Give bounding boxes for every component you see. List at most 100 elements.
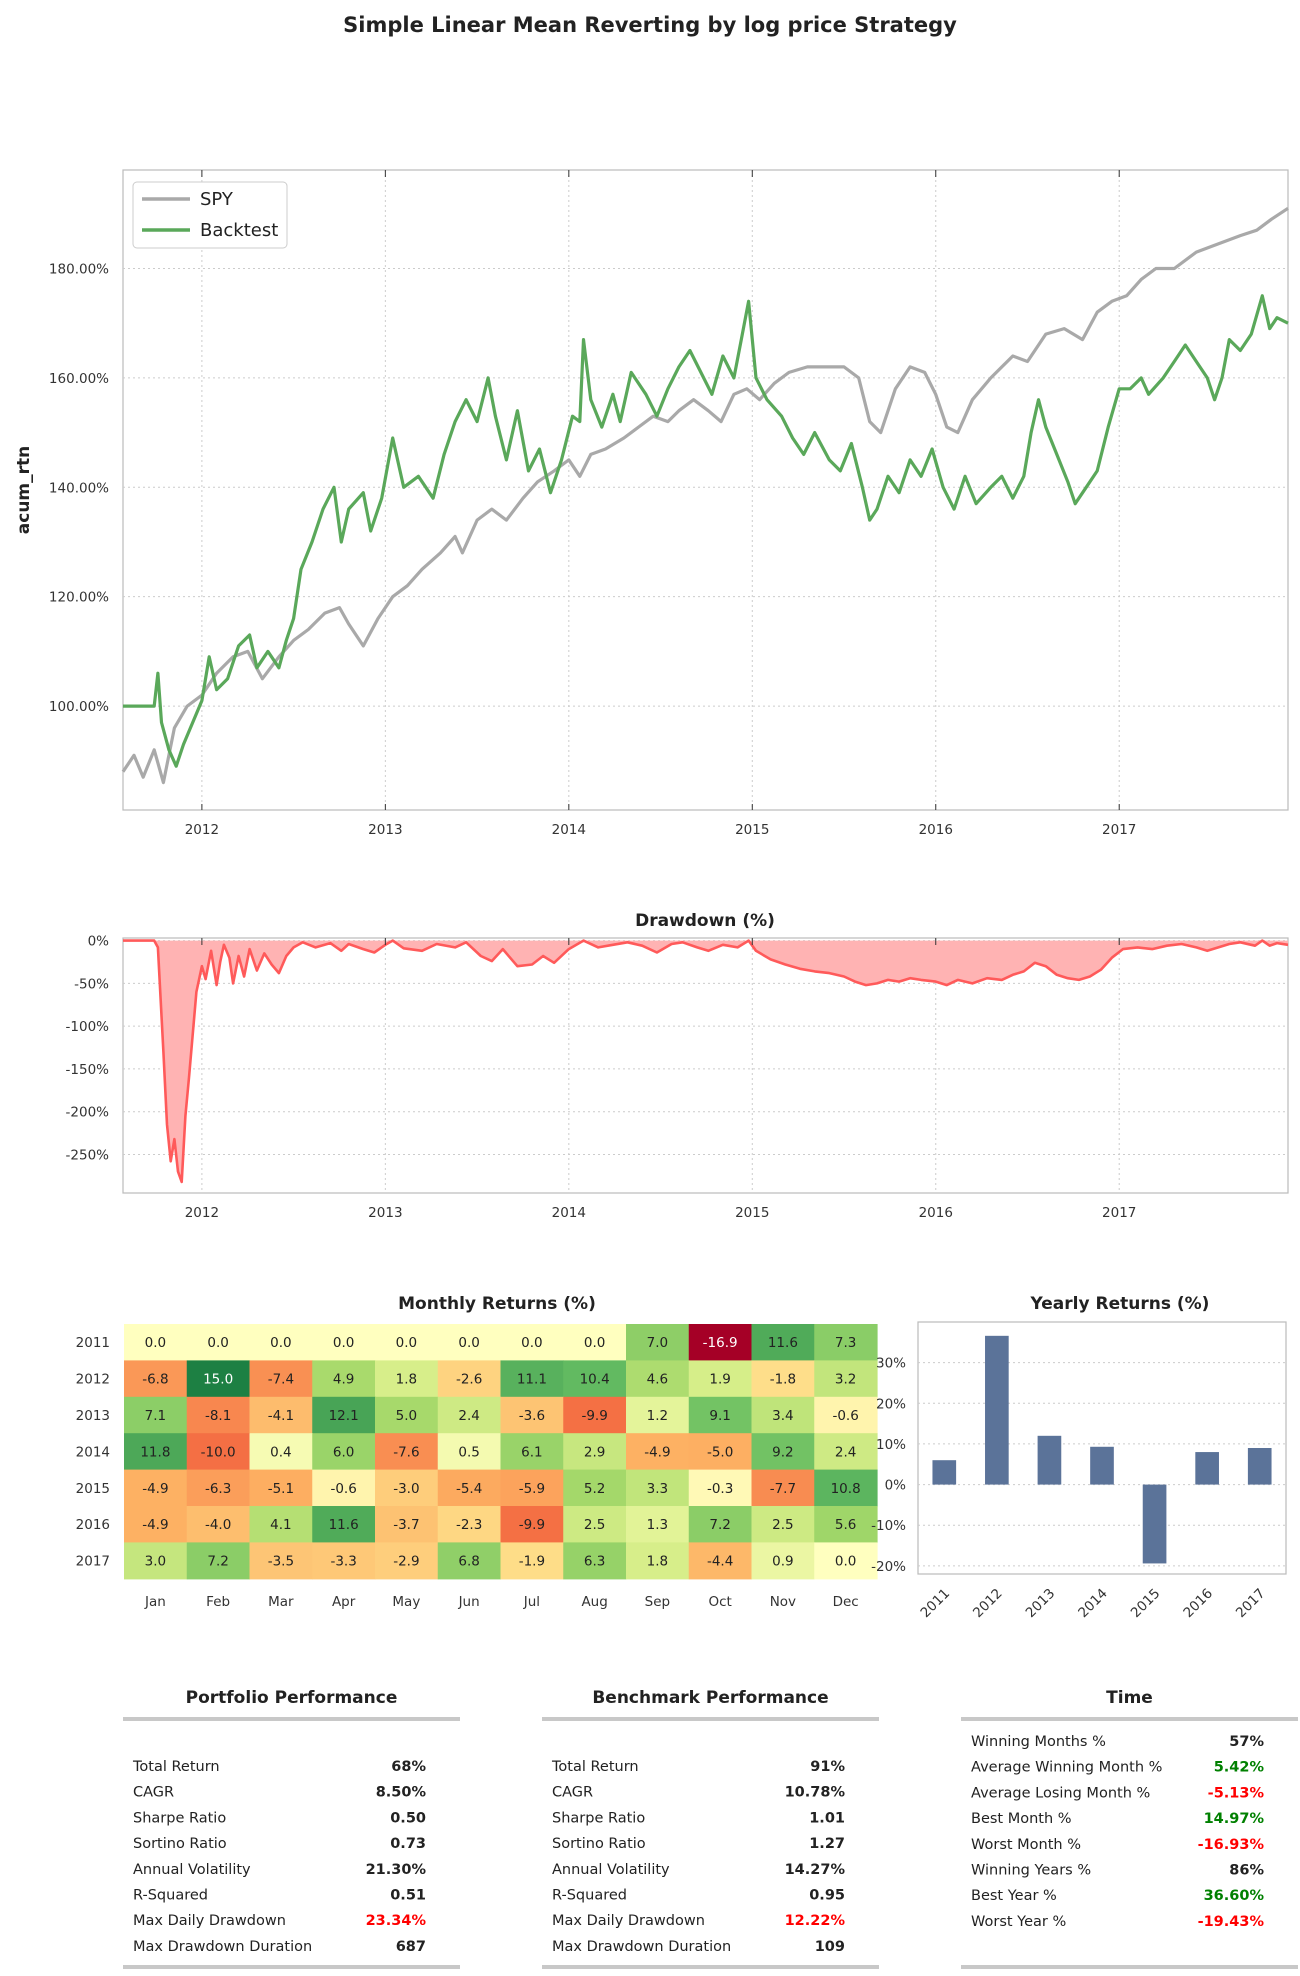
y-tick-label: 30% bbox=[876, 1356, 906, 1372]
heatmap-cell-label: 7.0 bbox=[647, 1335, 668, 1351]
heatmap-cell-label: 15.0 bbox=[203, 1372, 233, 1388]
heatmap-cell-label: 1.2 bbox=[647, 1408, 668, 1424]
heatmap-cell bbox=[375, 1506, 439, 1543]
heatmap-cell bbox=[688, 1542, 753, 1580]
heatmap-cell bbox=[249, 1506, 313, 1543]
heatmap-column-label: Aug bbox=[581, 1594, 607, 1610]
table-row-label: Best Month % bbox=[971, 1811, 1072, 1827]
heatmap-cell bbox=[500, 1542, 564, 1580]
table-row-value: 687 bbox=[396, 1939, 426, 1955]
table-row-value: 0.95 bbox=[809, 1888, 845, 1904]
heatmap-cell bbox=[500, 1396, 564, 1434]
heatmap-cell-label: 0.0 bbox=[584, 1335, 605, 1351]
bar-2016 bbox=[1195, 1452, 1219, 1485]
heatmap-row-label: 2016 bbox=[76, 1517, 110, 1533]
heatmap-cell-label: 2.5 bbox=[772, 1517, 793, 1533]
heatmap-cell bbox=[814, 1542, 878, 1580]
heatmap-cell bbox=[124, 1433, 188, 1471]
heatmap-column-label: Oct bbox=[708, 1594, 731, 1610]
heatmap-cell bbox=[626, 1433, 690, 1471]
heatmap-cell-label: 6.0 bbox=[333, 1444, 354, 1460]
heatmap-cell bbox=[500, 1469, 564, 1507]
bar-2011 bbox=[932, 1460, 957, 1485]
heatmap-cell-label: 2.4 bbox=[835, 1444, 856, 1460]
table-row-label: Best Year % bbox=[971, 1888, 1057, 1904]
table-row-label: Max Daily Drawdown bbox=[552, 1913, 705, 1929]
table-row-value: -19.43% bbox=[1198, 1914, 1265, 1930]
table-row-label: Max Daily Drawdown bbox=[133, 1913, 286, 1929]
heatmap-cell bbox=[563, 1469, 627, 1507]
heatmap-cell bbox=[814, 1324, 878, 1361]
heatmap-cell-label: 9.2 bbox=[772, 1444, 793, 1460]
heatmap-row-label: 2012 bbox=[76, 1372, 110, 1388]
monthly-returns-heatmap: Monthly Returns (%) 0.0 0.0 0.0 0.0 0.0 0.0 0.… bbox=[76, 1294, 878, 1610]
x-tick-label: 2013 bbox=[368, 822, 402, 838]
legend-backtest-label: Backtest bbox=[200, 220, 278, 241]
heatmap-cell-label: 3.3 bbox=[647, 1481, 668, 1497]
table-row-value: 14.97% bbox=[1204, 1811, 1265, 1827]
heatmap-cell-label: 0.0 bbox=[333, 1335, 354, 1351]
y-tick-label: 20% bbox=[876, 1396, 906, 1412]
y-tick-label: 160.00% bbox=[49, 371, 109, 387]
heatmap-cell bbox=[688, 1396, 753, 1434]
heatmap-cell-label: -2.9 bbox=[393, 1554, 419, 1570]
heatmap-cell bbox=[500, 1360, 564, 1398]
heatmap-cell-label: -6.3 bbox=[205, 1481, 231, 1497]
drawdown-frame bbox=[122, 937, 1289, 1194]
table-row-value: 0.50 bbox=[390, 1810, 426, 1826]
heatmap-cell bbox=[249, 1396, 313, 1434]
table-title: Portfolio Performance bbox=[186, 1688, 398, 1708]
heatmap-cell-label: 0.0 bbox=[396, 1335, 417, 1351]
drawdown-chart: Drawdown (%) 2012 2013 2014 2015 2016 2017 0% -… bbox=[66, 911, 1289, 1221]
y-axis-label: acum_rtn bbox=[14, 446, 34, 534]
heatmap-row-label: 2013 bbox=[76, 1408, 110, 1424]
heatmap-cell bbox=[500, 1433, 564, 1471]
y-tick-label: -10% bbox=[871, 1518, 906, 1534]
table-row-value: 23.34% bbox=[366, 1913, 427, 1929]
heatmap-cell bbox=[124, 1360, 188, 1398]
heatmap-cell-label: 0.0 bbox=[458, 1335, 479, 1351]
heatmap-cell bbox=[375, 1360, 439, 1398]
table-row-label: Worst Year % bbox=[971, 1914, 1066, 1930]
heatmap-cell-label: -4.9 bbox=[644, 1444, 670, 1460]
table-row-label: Total Return bbox=[551, 1759, 639, 1775]
heatmap-cell-label: 2.9 bbox=[584, 1444, 605, 1460]
heatmap-cell-label: 1.8 bbox=[396, 1372, 417, 1388]
heatmap-cell-label: -0.6 bbox=[330, 1481, 356, 1497]
heatmap-cell-label: -5.1 bbox=[268, 1481, 294, 1497]
heatmap-cell bbox=[437, 1324, 502, 1361]
x-tick-label: 2013 bbox=[1023, 1586, 1059, 1622]
heatmap-cell bbox=[437, 1360, 502, 1398]
heatmap-cell-label: -9.9 bbox=[519, 1517, 545, 1533]
table-row-label: Total Return bbox=[132, 1759, 220, 1775]
heatmap-cell bbox=[249, 1469, 313, 1507]
heatmap-cell bbox=[186, 1469, 251, 1507]
heatmap-column-label: Dec bbox=[833, 1594, 859, 1610]
heatmap-cell-label: -5.4 bbox=[456, 1481, 482, 1497]
heatmap-cell-label: 7.2 bbox=[207, 1554, 228, 1570]
heatmap-cell bbox=[186, 1433, 251, 1471]
table-row-value: 91% bbox=[810, 1759, 845, 1775]
heatmap-cell-label: 4.1 bbox=[270, 1517, 291, 1533]
monthly-returns-title: Monthly Returns (%) bbox=[398, 1294, 596, 1314]
y-tick-label: -150% bbox=[66, 1062, 110, 1078]
x-tick-label: 2015 bbox=[1128, 1586, 1164, 1622]
heatmap-cell bbox=[186, 1506, 251, 1543]
heatmap-column-label: Jul bbox=[523, 1594, 540, 1610]
table-row-label: Max Drawdown Duration bbox=[552, 1939, 731, 1955]
heatmap-cell-label: 3.4 bbox=[772, 1408, 793, 1424]
heatmap-cell bbox=[249, 1360, 313, 1398]
heatmap-cell-label: -5.0 bbox=[707, 1444, 733, 1460]
heatmap-cell-label: 1.9 bbox=[709, 1372, 730, 1388]
heatmap-cell-label: 10.4 bbox=[580, 1372, 610, 1388]
heatmap-cell-label: -8.1 bbox=[205, 1408, 231, 1424]
x-tick-label: 2014 bbox=[1075, 1586, 1111, 1622]
figure-title: Simple Linear Mean Reverting by log pric… bbox=[343, 13, 957, 37]
heatmap-row-label: 2011 bbox=[76, 1335, 110, 1351]
heatmap-cell-label: -1.9 bbox=[519, 1554, 545, 1570]
heatmap-row-label: 2014 bbox=[76, 1444, 110, 1460]
heatmap-cell bbox=[312, 1469, 376, 1507]
table-row-label: Max Drawdown Duration bbox=[133, 1939, 312, 1955]
x-tick-label: 2012 bbox=[185, 1205, 219, 1221]
heatmap-cell bbox=[688, 1433, 753, 1471]
